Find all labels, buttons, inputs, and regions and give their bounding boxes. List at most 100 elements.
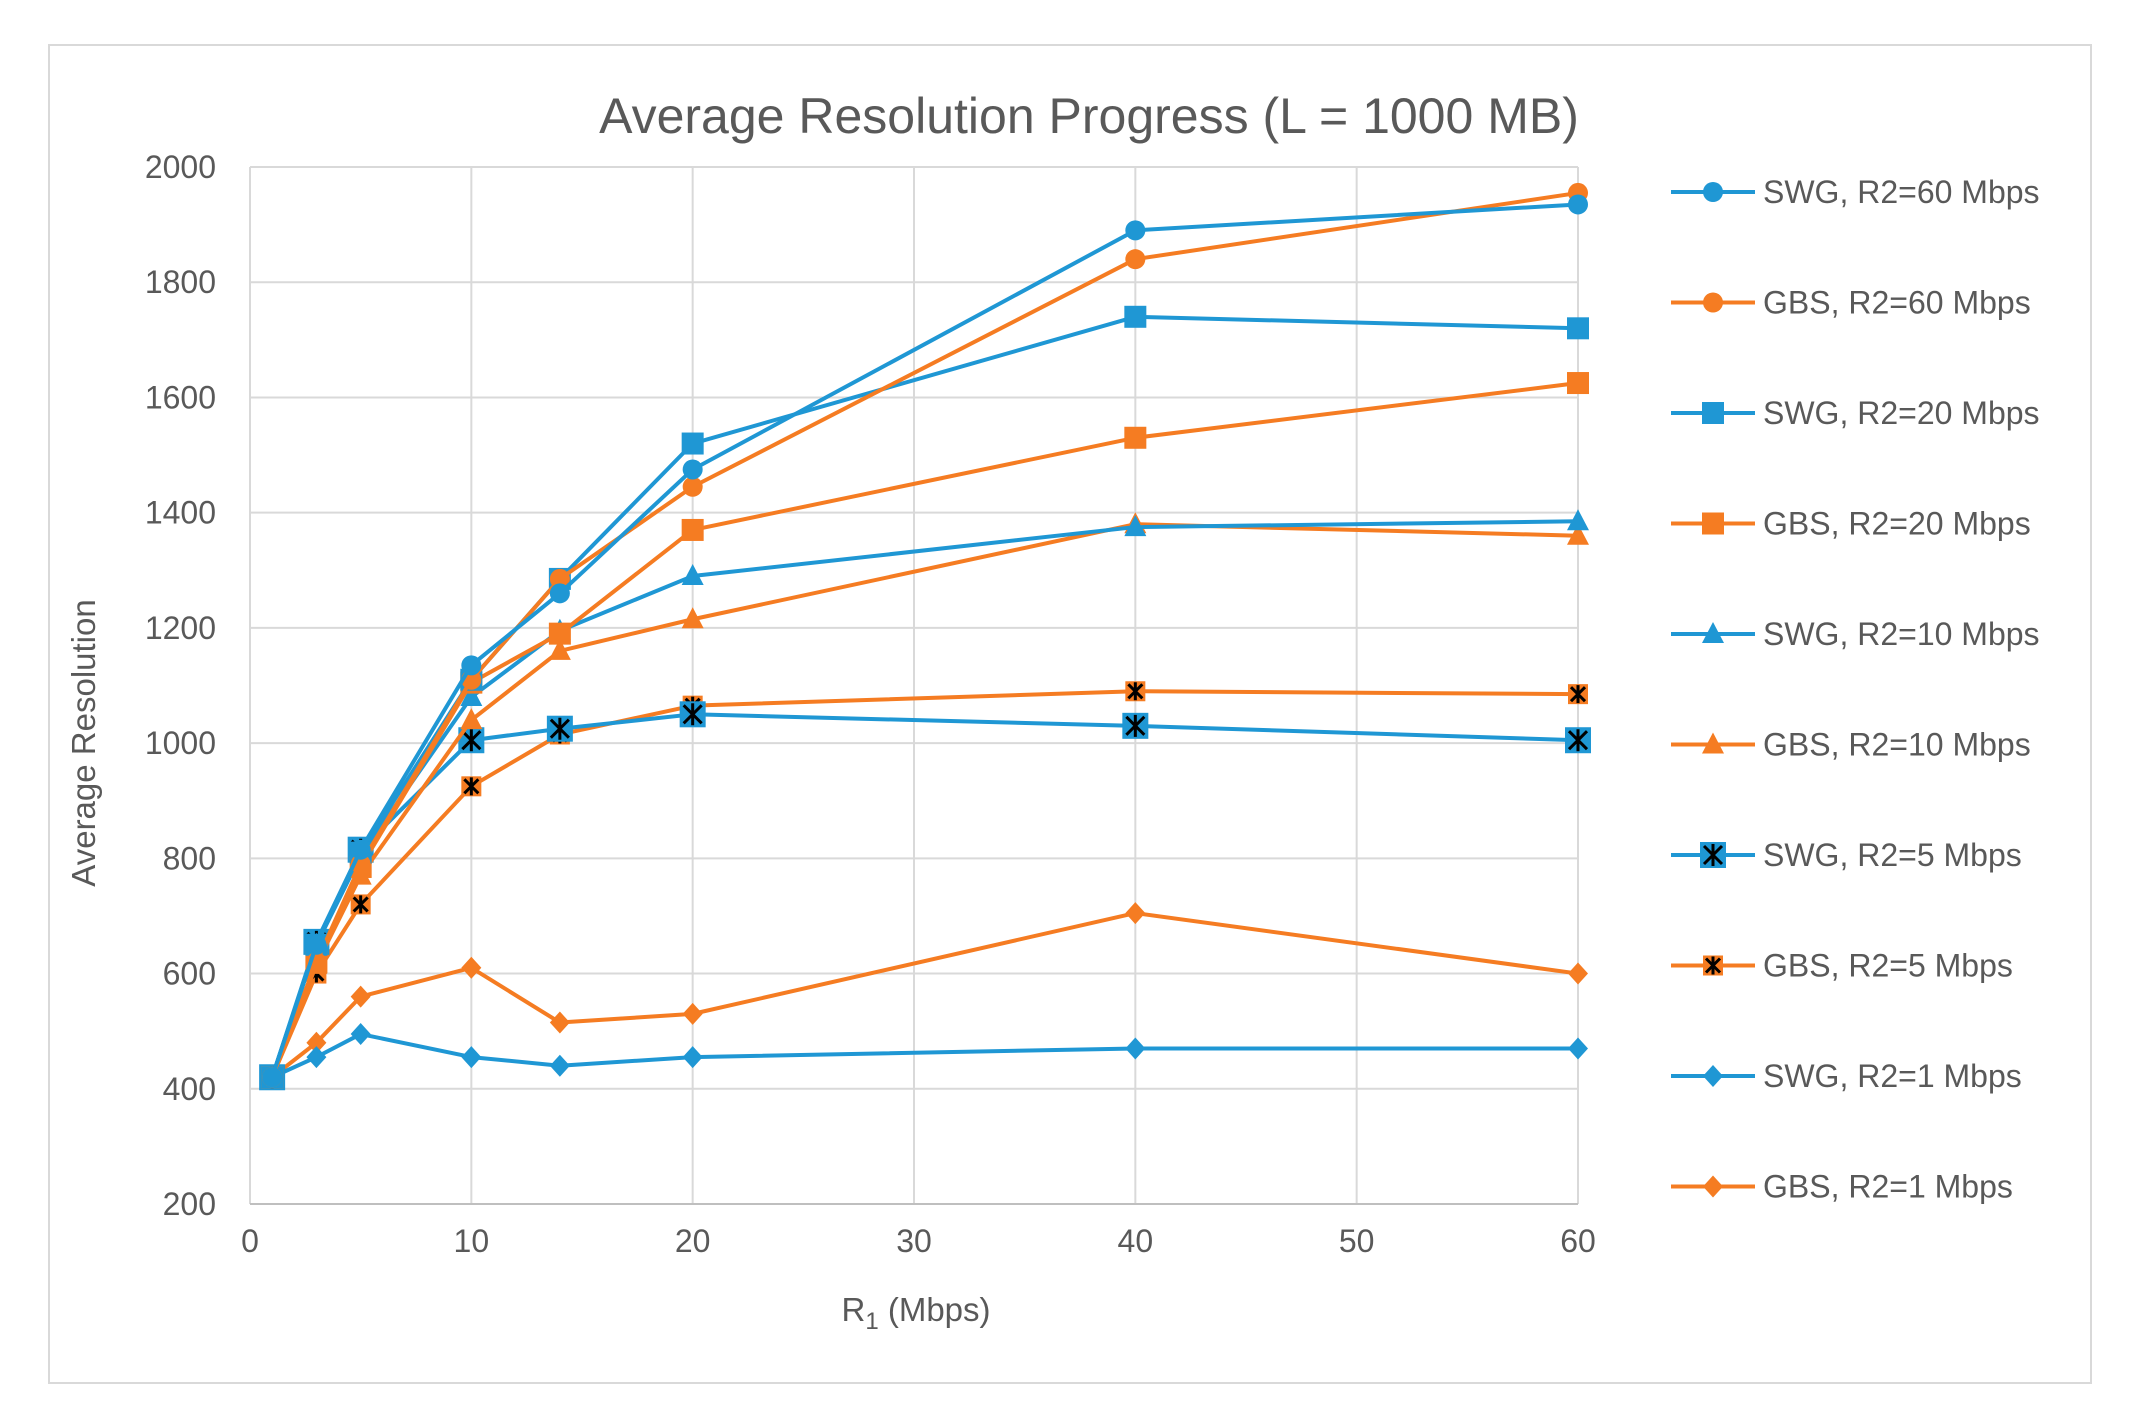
data-point (461, 1046, 482, 1069)
legend-marker (1702, 512, 1724, 535)
series-6 (259, 701, 1591, 1091)
data-point-cross (463, 777, 480, 796)
data-point (549, 1054, 570, 1077)
series-1 (262, 182, 1588, 1088)
data-point (681, 432, 704, 455)
y-tick-label: 1600 (145, 379, 216, 415)
x-tick-label: 40 (1118, 1223, 1154, 1259)
series-8 (262, 1023, 1588, 1089)
legend-item-4: SWG, R2=10 Mbps (1671, 616, 2040, 652)
legend-label: GBS, R2=5 Mbps (1763, 948, 2013, 984)
data-point (306, 1046, 327, 1069)
legend-label: GBS, R2=1 Mbps (1763, 1169, 2013, 1205)
x-axis-label-subscript: 1 (865, 1308, 878, 1335)
y-tick-label: 1400 (145, 495, 216, 531)
data-point-cross (1567, 729, 1589, 752)
x-axis-label-main: R (841, 1291, 865, 1328)
data-point-cross (549, 717, 570, 740)
data-point-cross (1127, 682, 1144, 701)
data-point (682, 476, 703, 497)
data-point (1125, 1037, 1146, 1060)
legend-marker (1702, 402, 1724, 424)
series-line-5 (270, 522, 1579, 1078)
data-point (1567, 523, 1589, 545)
y-tick-label: 2000 (145, 149, 216, 185)
y-tick-label: 400 (163, 1071, 216, 1107)
data-point (681, 607, 704, 629)
legend-marker-cross (1702, 844, 1724, 866)
legend-label: SWG, R2=5 Mbps (1763, 837, 2022, 873)
x-tick-label: 20 (675, 1223, 711, 1259)
data-point (1567, 509, 1589, 531)
legend-label: GBS, R2=10 Mbps (1763, 727, 2031, 763)
data-point (461, 655, 482, 676)
data-point (350, 1023, 371, 1046)
x-axis-label-units: (Mbps) (879, 1291, 991, 1328)
x-axis-ticks: 0 10 20 30 40 50 60 (241, 1223, 1596, 1259)
data-point (1568, 1037, 1588, 1060)
x-axis-label: R1 (Mbps) (841, 1291, 990, 1335)
data-point (1567, 372, 1589, 395)
data-point (306, 1031, 327, 1054)
legend-label: SWG, R2=1 Mbps (1763, 1058, 2022, 1094)
chart-title: Average Resolution Progress (L = 1000 MB… (599, 88, 1579, 144)
y-tick-label: 200 (163, 1186, 216, 1222)
data-point (350, 985, 371, 1008)
legend-marker (1703, 182, 1723, 202)
legend-label: GBS, R2=20 Mbps (1763, 506, 2031, 542)
legend-label: SWG, R2=10 Mbps (1763, 616, 2040, 652)
legend-item-6: SWG, R2=5 Mbps (1671, 837, 2022, 873)
legend-label: SWG, R2=20 Mbps (1763, 395, 2040, 431)
legend-item-1: GBS, R2=60 Mbps (1671, 285, 2031, 321)
data-point (681, 564, 704, 586)
data-point (548, 622, 571, 645)
data-point (682, 1046, 703, 1069)
x-tick-label: 30 (896, 1223, 932, 1259)
data-point (1125, 220, 1146, 241)
series-line-8 (271, 1032, 1578, 1080)
legend-marker (1702, 732, 1724, 754)
data-point (1568, 962, 1588, 985)
data-point (1125, 902, 1146, 925)
data-point (1124, 426, 1147, 449)
data-point-cross (352, 895, 369, 914)
data-point (1124, 515, 1147, 537)
legend-marker (1702, 622, 1724, 643)
data-point (306, 934, 327, 955)
series-0 (262, 194, 1588, 1088)
data-point (682, 459, 703, 480)
data-point (262, 1067, 283, 1088)
series-line-6 (270, 712, 1579, 1078)
data-point-cross (1125, 714, 1146, 737)
legend-item-5: GBS, R2=10 Mbps (1671, 727, 2031, 763)
data-point-cross (1569, 685, 1587, 704)
legend-label: SWG, R2=60 Mbps (1763, 174, 2040, 210)
legend-marker (1703, 292, 1723, 313)
data-point (461, 956, 482, 979)
series-line-9 (270, 911, 1579, 1079)
legend-item-0: SWG, R2=60 Mbps (1671, 174, 2040, 210)
data-point (460, 685, 483, 707)
gridlines (249, 166, 1579, 1205)
series-line-0 (270, 202, 1579, 1078)
data-point (549, 1011, 570, 1034)
data-series (259, 182, 1591, 1091)
y-tick-label: 1200 (145, 610, 216, 646)
data-point (1568, 194, 1588, 215)
y-tick-label: 800 (163, 840, 216, 876)
data-point (1567, 317, 1589, 340)
legend-item-8: SWG, R2=1 Mbps (1671, 1058, 2022, 1094)
legend-marker (1703, 1065, 1723, 1087)
legend-marker (1703, 1175, 1723, 1198)
x-tick-label: 10 (454, 1223, 490, 1259)
legend-label: GBS, R2=60 Mbps (1763, 285, 2031, 321)
data-point (549, 568, 570, 589)
series-9 (262, 902, 1588, 1089)
series-line-4 (270, 519, 1579, 1078)
data-point-cross (461, 729, 482, 752)
x-tick-label: 50 (1339, 1223, 1375, 1259)
legend-item-2: SWG, R2=20 Mbps (1671, 395, 2040, 431)
data-point (548, 638, 571, 660)
data-point (1124, 305, 1147, 328)
